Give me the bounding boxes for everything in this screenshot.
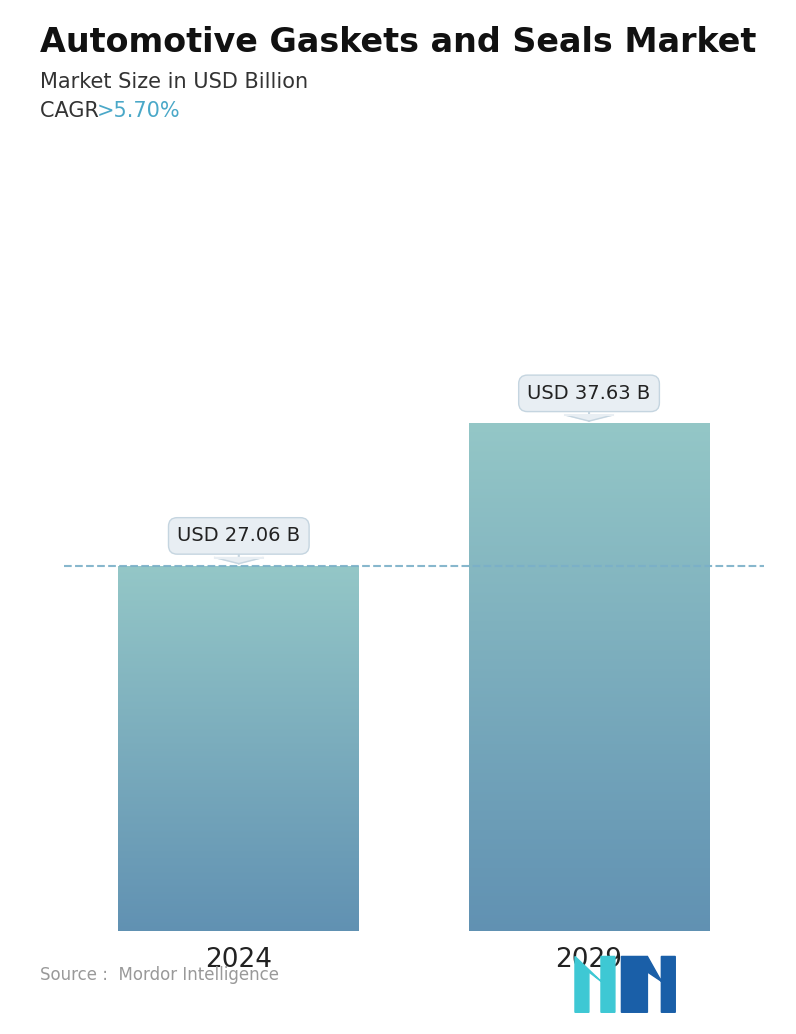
Polygon shape [565,415,613,421]
Text: Automotive Gaskets and Seals Market: Automotive Gaskets and Seals Market [40,26,756,59]
Text: CAGR: CAGR [40,101,105,121]
Text: Market Size in USD Billion: Market Size in USD Billion [40,72,308,92]
Polygon shape [215,557,263,564]
Text: USD 37.63 B: USD 37.63 B [528,384,650,421]
Polygon shape [622,956,675,1012]
Text: USD 27.06 B: USD 27.06 B [178,526,300,564]
Text: >5.70%: >5.70% [97,101,181,121]
Polygon shape [575,956,615,1012]
Text: Source :  Mordor Intelligence: Source : Mordor Intelligence [40,967,279,984]
